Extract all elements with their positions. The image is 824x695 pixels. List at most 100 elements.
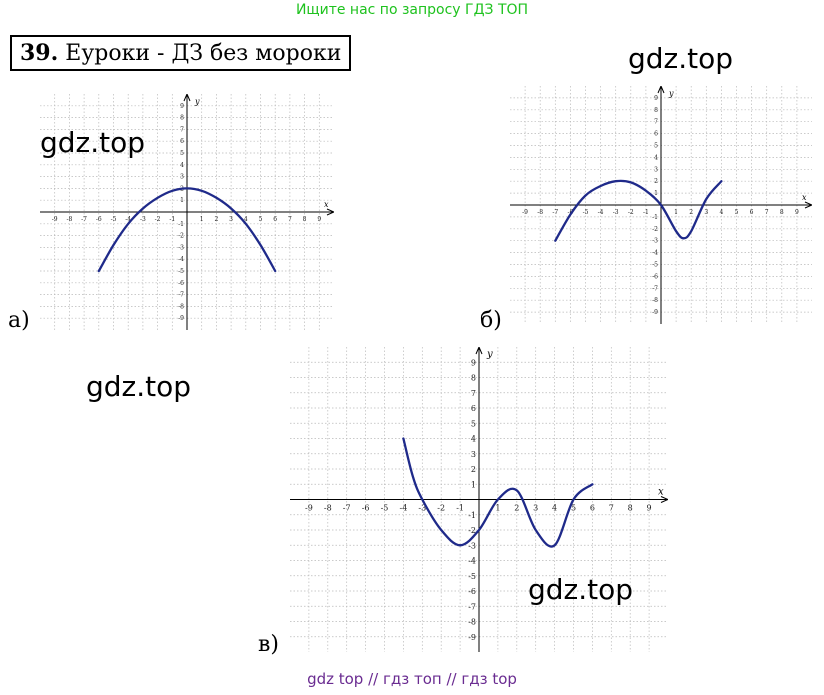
x-tick-label: -3 <box>418 504 426 513</box>
y-tick-label: -8 <box>652 297 658 304</box>
y-tick-label: 4 <box>471 435 476 444</box>
x-tick-label: -8 <box>66 216 72 223</box>
x-tick-label: -2 <box>155 216 161 223</box>
y-tick-label: 8 <box>471 374 476 383</box>
y-tick-label: 7 <box>471 389 476 398</box>
y-tick-label: -7 <box>468 602 476 611</box>
y-tick-label: 4 <box>654 154 658 161</box>
y-tick-label: 2 <box>654 178 658 185</box>
y-tick-label: -2 <box>178 233 184 240</box>
x-tick-label: -4 <box>598 209 604 216</box>
x-tick-label: -2 <box>628 209 634 216</box>
x-tick-label: 7 <box>288 216 292 223</box>
x-tick-label: 5 <box>259 216 263 223</box>
y-tick-label: -6 <box>178 280 184 287</box>
y-tick-label: -7 <box>178 292 184 299</box>
y-tick-label: -8 <box>468 618 476 627</box>
y-tick-label: -8 <box>178 303 184 310</box>
task-title: Еуроки - ДЗ без мороки <box>65 41 342 66</box>
x-axis-arrow <box>804 201 812 209</box>
y-tick-label: -1 <box>652 214 658 221</box>
x-tick-label: 1 <box>200 216 204 223</box>
x-tick-label: -1 <box>169 216 175 223</box>
y-tick-label: 4 <box>180 162 184 169</box>
y-tick-label: 2 <box>471 465 476 474</box>
y-tick-label: -1 <box>178 221 184 228</box>
x-tick-label: 4 <box>719 209 723 216</box>
x-tick-label: -2 <box>437 504 445 513</box>
y-tick-label: 9 <box>471 358 476 367</box>
x-tick-label: -8 <box>324 504 332 513</box>
x-tick-label: -1 <box>456 504 464 513</box>
y-tick-label: 3 <box>471 450 476 459</box>
y-tick-label: -1 <box>468 511 476 520</box>
y-axis-arrow <box>183 94 191 102</box>
y-axis-arrow <box>657 86 665 94</box>
x-tick-label: 2 <box>689 209 693 216</box>
y-tick-label: -4 <box>468 557 476 566</box>
x-tick-label: 2 <box>214 216 218 223</box>
x-tick-label: -9 <box>305 504 313 513</box>
x-tick-label: 7 <box>609 504 614 513</box>
x-tick-label: 2 <box>514 504 519 513</box>
y-tick-label: 5 <box>471 419 476 428</box>
y-tick-label: -3 <box>468 541 476 550</box>
y-tick-label: -5 <box>652 262 658 269</box>
x-tick-label: 1 <box>674 209 678 216</box>
x-axis-label: x <box>324 200 329 209</box>
x-tick-label: 8 <box>303 216 307 223</box>
y-tick-label: 6 <box>180 138 184 145</box>
y-tick-label: 9 <box>654 95 658 102</box>
task-heading: 39. Еуроки - ДЗ без мороки <box>10 35 352 71</box>
y-tick-label: -5 <box>178 268 184 275</box>
x-tick-label: -9 <box>52 216 58 223</box>
x-tick-label: 6 <box>273 216 277 223</box>
y-tick-label: 7 <box>654 119 658 126</box>
y-tick-label: -7 <box>652 285 658 292</box>
x-tick-label: -6 <box>362 504 370 513</box>
watermark-d: gdz.top <box>528 573 634 606</box>
x-tick-label: -5 <box>381 504 389 513</box>
x-tick-label: -5 <box>111 216 117 223</box>
function-curve <box>97 187 277 273</box>
x-tick-label: 3 <box>229 216 233 223</box>
x-tick-label: 4 <box>244 216 248 223</box>
x-axis-arrow <box>660 496 668 503</box>
x-tick-label: 9 <box>795 209 799 216</box>
panel-label-v: в) <box>258 632 279 657</box>
x-tick-label: 6 <box>750 209 754 216</box>
watermark-b: gdz.top <box>628 42 734 75</box>
x-tick-label: 3 <box>704 209 708 216</box>
x-tick-label: 5 <box>571 504 576 513</box>
y-tick-label: 7 <box>180 126 184 133</box>
y-tick-label: 5 <box>654 143 658 150</box>
y-tick-label: 1 <box>471 480 476 489</box>
x-tick-label: -9 <box>522 209 528 216</box>
x-tick-label: -7 <box>343 504 351 513</box>
task-number: 39. <box>20 40 59 66</box>
y-tick-label: 9 <box>180 103 184 110</box>
panel-label-a: а) <box>8 308 30 333</box>
graph-a: xy-9 -8 -7 -6 -5 -4 -3 -2 -1 1 2 3 4 5 6 7 8 9987654321-1… <box>40 94 334 330</box>
y-tick-label: -4 <box>178 256 184 263</box>
x-tick-label: 8 <box>780 209 784 216</box>
y-tick-label: -5 <box>468 572 476 581</box>
y-tick-label: -3 <box>652 238 658 245</box>
x-axis-label: x <box>802 193 807 202</box>
x-tick-label: 1 <box>495 504 500 513</box>
x-tick-label: 4 <box>552 504 557 513</box>
x-tick-label: -8 <box>537 209 543 216</box>
x-tick-label: -4 <box>400 504 408 513</box>
x-tick-label: -1 <box>643 209 649 216</box>
x-tick-label: -7 <box>552 209 558 216</box>
x-tick-label: 6 <box>590 504 595 513</box>
watermark-a: gdz.top <box>40 126 146 159</box>
y-tick-label: 8 <box>654 107 658 114</box>
panel-label-b: б) <box>480 308 502 333</box>
y-tick-label: 6 <box>471 404 476 413</box>
y-tick-label: 5 <box>180 150 184 157</box>
x-tick-label: 8 <box>628 504 633 513</box>
y-tick-label: -2 <box>468 526 476 535</box>
grid <box>40 94 334 330</box>
footer-caption: gdz top // гдз топ // гдз top <box>307 670 517 688</box>
